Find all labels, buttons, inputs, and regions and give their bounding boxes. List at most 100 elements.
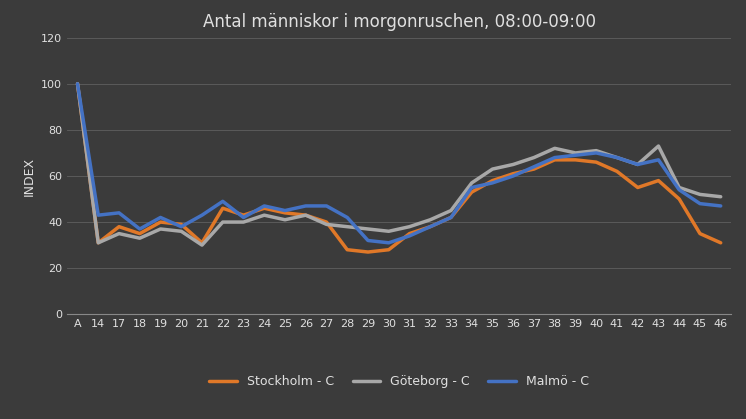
Göteborg - C [654, 143, 663, 148]
Göteborg - C [674, 185, 683, 190]
Göteborg - C [467, 180, 476, 185]
Stockholm - C [467, 189, 476, 194]
Stockholm - C [674, 197, 683, 202]
Malmö - C [551, 155, 560, 160]
Göteborg - C [322, 222, 331, 227]
Malmö - C [426, 224, 435, 229]
Stockholm - C [592, 160, 601, 165]
Stockholm - C [363, 249, 372, 254]
Malmö - C [530, 164, 539, 169]
Stockholm - C [384, 247, 393, 252]
Malmö - C [363, 238, 372, 243]
Stockholm - C [322, 220, 331, 225]
Stockholm - C [73, 81, 82, 86]
Malmö - C [654, 157, 663, 162]
Stockholm - C [94, 241, 103, 246]
Malmö - C [674, 187, 683, 192]
Göteborg - C [219, 220, 228, 225]
Malmö - C [447, 215, 456, 220]
Göteborg - C [301, 212, 310, 218]
Stockholm - C [633, 185, 642, 190]
Stockholm - C [301, 212, 310, 218]
Stockholm - C [342, 247, 351, 252]
Göteborg - C [363, 226, 372, 231]
Göteborg - C [551, 146, 560, 151]
Malmö - C [384, 241, 393, 246]
Malmö - C [73, 81, 82, 86]
Göteborg - C [716, 194, 725, 199]
Malmö - C [612, 155, 621, 160]
Malmö - C [115, 210, 124, 215]
Malmö - C [322, 204, 331, 209]
Göteborg - C [612, 155, 621, 160]
Stockholm - C [219, 206, 228, 211]
Malmö - C [488, 180, 497, 185]
Göteborg - C [280, 217, 289, 222]
Malmö - C [633, 162, 642, 167]
Malmö - C [219, 199, 228, 204]
Malmö - C [135, 226, 144, 231]
Malmö - C [342, 215, 351, 220]
Malmö - C [239, 215, 248, 220]
Stockholm - C [177, 222, 186, 227]
Stockholm - C [115, 224, 124, 229]
Stockholm - C [260, 206, 269, 211]
Göteborg - C [135, 235, 144, 241]
Stockholm - C [488, 178, 497, 183]
Göteborg - C [94, 241, 103, 246]
Göteborg - C [384, 229, 393, 234]
Göteborg - C [426, 217, 435, 222]
Göteborg - C [633, 162, 642, 167]
Malmö - C [509, 173, 518, 178]
Stockholm - C [198, 241, 207, 246]
Göteborg - C [156, 226, 165, 231]
Stockholm - C [612, 169, 621, 174]
Malmö - C [571, 153, 580, 158]
Stockholm - C [571, 157, 580, 162]
Göteborg - C [177, 229, 186, 234]
Stockholm - C [135, 231, 144, 236]
Stockholm - C [695, 231, 704, 236]
Stockholm - C [551, 157, 560, 162]
Göteborg - C [530, 155, 539, 160]
Malmö - C [280, 208, 289, 213]
Stockholm - C [426, 224, 435, 229]
Stockholm - C [405, 231, 414, 236]
Göteborg - C [342, 224, 351, 229]
Stockholm - C [509, 171, 518, 176]
Göteborg - C [695, 192, 704, 197]
Stockholm - C [156, 220, 165, 225]
Line: Stockholm - C: Stockholm - C [78, 84, 721, 252]
Göteborg - C [405, 224, 414, 229]
Title: Antal människor i morgonruschen, 08:00-09:00: Antal människor i morgonruschen, 08:00-0… [203, 13, 595, 31]
Stockholm - C [239, 212, 248, 218]
Göteborg - C [509, 162, 518, 167]
Stockholm - C [654, 178, 663, 183]
Legend: Stockholm - C, Göteborg - C, Malmö - C: Stockholm - C, Göteborg - C, Malmö - C [204, 370, 594, 393]
Malmö - C [695, 201, 704, 206]
Malmö - C [260, 204, 269, 209]
Malmö - C [94, 212, 103, 218]
Stockholm - C [530, 166, 539, 172]
Malmö - C [716, 204, 725, 209]
Göteborg - C [488, 166, 497, 172]
Malmö - C [467, 185, 476, 190]
Malmö - C [177, 224, 186, 229]
Malmö - C [592, 150, 601, 155]
Göteborg - C [115, 231, 124, 236]
Line: Göteborg - C: Göteborg - C [78, 84, 721, 245]
Malmö - C [405, 233, 414, 238]
Göteborg - C [447, 208, 456, 213]
Malmö - C [198, 212, 207, 218]
Malmö - C [156, 215, 165, 220]
Göteborg - C [198, 243, 207, 248]
Göteborg - C [592, 148, 601, 153]
Göteborg - C [571, 150, 580, 155]
Line: Malmö - C: Malmö - C [78, 84, 721, 243]
Y-axis label: INDEX: INDEX [22, 156, 36, 196]
Göteborg - C [239, 220, 248, 225]
Göteborg - C [73, 81, 82, 86]
Stockholm - C [447, 215, 456, 220]
Göteborg - C [260, 212, 269, 218]
Stockholm - C [716, 241, 725, 246]
